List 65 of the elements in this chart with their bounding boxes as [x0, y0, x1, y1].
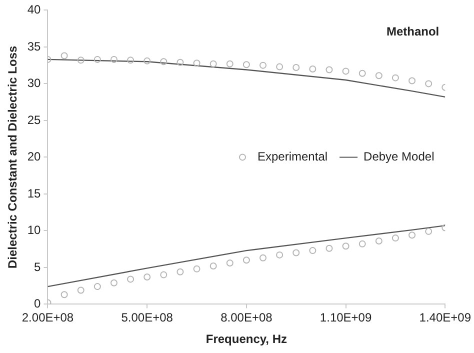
point [425, 228, 432, 235]
point [358, 70, 366, 77]
x-tick-label: 5.00E+08 [121, 310, 174, 325]
point [193, 60, 200, 67]
point [60, 291, 68, 298]
point [110, 56, 118, 63]
legend-label: Debye Model [364, 150, 434, 164]
point [309, 247, 316, 254]
point [193, 265, 200, 272]
point [94, 283, 101, 290]
point [260, 254, 267, 262]
y-tick-label: 30 [27, 76, 42, 90]
point [110, 279, 118, 286]
point [160, 271, 168, 278]
y-tick-label: 5 [34, 260, 42, 274]
x-tick-label: 2.00E+08 [22, 310, 74, 325]
point [408, 77, 416, 84]
point [160, 58, 168, 66]
annotation: Methanol [386, 24, 440, 39]
point [242, 256, 250, 264]
point [77, 56, 84, 64]
point [425, 80, 432, 88]
y-tick-label: 40 [27, 2, 42, 17]
point [94, 56, 101, 63]
point [210, 60, 217, 68]
y-axis-title: Dielectric Constant and Dielectric Loss [6, 46, 20, 269]
point [127, 276, 134, 283]
y-tick-label: 10 [27, 223, 42, 238]
point [260, 62, 267, 69]
x-tick-label: 1.10E+09 [320, 310, 372, 325]
point [392, 74, 399, 82]
point [342, 68, 350, 75]
point [358, 240, 366, 248]
point [292, 249, 300, 256]
point [127, 56, 134, 64]
point [176, 58, 184, 66]
y-tick-label: 35 [27, 39, 42, 54]
point [226, 60, 234, 68]
point [60, 52, 68, 60]
point [276, 63, 284, 70]
point [242, 61, 250, 68]
point [276, 251, 284, 258]
x-axis-title: Frequency, Hz [206, 332, 288, 346]
legend-label: Experimental [258, 150, 328, 164]
y-tick-label: 0 [34, 296, 42, 311]
point [292, 64, 300, 72]
point [144, 274, 151, 281]
x-tick-label: 8.00E+08 [220, 310, 273, 325]
point [375, 237, 382, 244]
y-tick-label: 20 [27, 150, 42, 164]
point [77, 286, 84, 294]
y-tick-label: 15 [27, 186, 42, 200]
point [176, 268, 184, 276]
point [392, 234, 399, 242]
x-tick-label: 1.40E+09 [419, 310, 472, 325]
point [408, 232, 416, 239]
y-tick-label: 25 [27, 112, 42, 127]
point [326, 66, 333, 74]
point [210, 262, 217, 270]
point [144, 57, 151, 64]
point [375, 72, 382, 80]
point [342, 242, 350, 250]
point [226, 260, 234, 267]
point [326, 244, 333, 252]
point [309, 66, 316, 72]
